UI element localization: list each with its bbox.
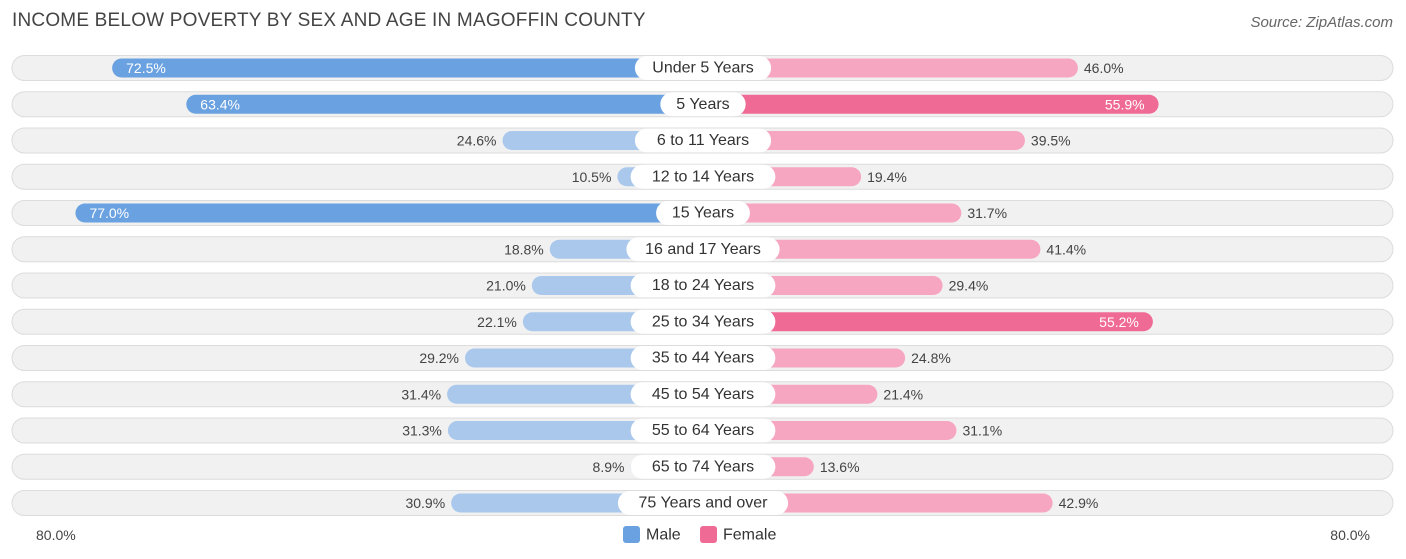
female-value-label: 31.7% bbox=[967, 205, 1007, 221]
category-pill bbox=[630, 346, 776, 370]
category-pill bbox=[630, 273, 776, 298]
category-label: 12 to 14 Years bbox=[652, 168, 754, 185]
female-bar bbox=[703, 131, 1025, 150]
bar-row bbox=[11, 55, 1394, 81]
category-pill bbox=[630, 418, 776, 443]
category-label: 6 to 11 Years bbox=[657, 132, 749, 149]
bar-row bbox=[11, 236, 1394, 263]
category-label: 45 to 54 Years bbox=[652, 386, 754, 403]
bar-row bbox=[11, 308, 1394, 335]
axis-right-label: 80.0% bbox=[1330, 527, 1370, 543]
category-label: Under 5 Years bbox=[652, 60, 753, 77]
male-bar bbox=[186, 94, 704, 114]
category-pill bbox=[630, 454, 776, 479]
category-pill bbox=[634, 128, 772, 153]
bar-row bbox=[11, 272, 1394, 299]
female-value-label: 42.9% bbox=[1059, 495, 1099, 511]
male-value-label: 24.6% bbox=[457, 133, 497, 149]
category-label: 15 Years bbox=[672, 205, 734, 222]
female-value-label: 39.5% bbox=[1031, 133, 1071, 149]
category-label: 35 to 44 Years bbox=[652, 350, 754, 367]
female-bar bbox=[703, 203, 962, 223]
category-pill bbox=[656, 201, 750, 225]
male-bar bbox=[75, 203, 703, 223]
female-value-label: 13.6% bbox=[820, 459, 860, 475]
legend-female-label: Female bbox=[723, 527, 776, 544]
category-label: 5 Years bbox=[676, 96, 729, 113]
bar-row bbox=[11, 453, 1394, 480]
bar-row bbox=[11, 381, 1394, 408]
category-pill bbox=[634, 56, 772, 80]
category-pill bbox=[630, 309, 776, 334]
female-value-label: 55.2% bbox=[1099, 314, 1139, 330]
chart-title: INCOME BELOW POVERTY BY SEX AND AGE IN M… bbox=[12, 10, 646, 31]
male-value-label: 77.0% bbox=[89, 205, 129, 221]
male-value-label: 29.2% bbox=[419, 350, 459, 366]
bar-row bbox=[11, 91, 1394, 118]
axis-left-label: 80.0% bbox=[36, 527, 76, 543]
female-value-label: 31.1% bbox=[962, 423, 1002, 439]
female-value-label: 41.4% bbox=[1046, 241, 1086, 257]
category-pill bbox=[660, 92, 746, 117]
male-bar bbox=[112, 58, 703, 78]
male-value-label: 10.5% bbox=[572, 169, 612, 185]
female-bar bbox=[703, 493, 1053, 513]
legend-female-swatch bbox=[700, 526, 717, 543]
legend-male-label: Male bbox=[646, 527, 681, 544]
category-label: 65 to 74 Years bbox=[652, 458, 754, 475]
category-pill bbox=[630, 382, 776, 407]
bar-row bbox=[11, 163, 1394, 190]
female-value-label: 21.4% bbox=[883, 386, 923, 402]
female-value-label: 19.4% bbox=[867, 169, 907, 185]
male-value-label: 63.4% bbox=[200, 96, 240, 112]
legend-male-swatch bbox=[623, 526, 640, 543]
male-value-label: 31.4% bbox=[401, 386, 441, 402]
bar-row bbox=[11, 417, 1394, 444]
female-value-label: 55.9% bbox=[1105, 96, 1145, 112]
female-bar bbox=[703, 239, 1041, 259]
category-pill bbox=[617, 491, 789, 515]
male-value-label: 31.3% bbox=[402, 423, 442, 439]
female-value-label: 29.4% bbox=[949, 278, 989, 294]
bar-row bbox=[11, 345, 1394, 371]
female-value-label: 24.8% bbox=[911, 350, 951, 366]
category-label: 16 and 17 Years bbox=[645, 241, 761, 258]
male-value-label: 18.8% bbox=[504, 241, 544, 257]
category-pill bbox=[630, 164, 776, 189]
male-value-label: 21.0% bbox=[486, 278, 526, 294]
category-label: 25 to 34 Years bbox=[652, 313, 754, 330]
category-label: 75 Years and over bbox=[639, 495, 769, 512]
source-credit: Source: ZipAtlas.com bbox=[1250, 14, 1393, 31]
bar-row bbox=[11, 490, 1394, 516]
female-bar bbox=[703, 58, 1078, 78]
category-label: 18 to 24 Years bbox=[652, 277, 754, 294]
category-pill bbox=[626, 237, 780, 262]
male-value-label: 72.5% bbox=[126, 60, 166, 76]
male-value-label: 22.1% bbox=[477, 314, 517, 330]
bar-row bbox=[11, 200, 1394, 226]
male-value-label: 8.9% bbox=[593, 459, 625, 475]
female-value-label: 46.0% bbox=[1084, 60, 1124, 76]
male-value-label: 30.9% bbox=[405, 495, 445, 511]
female-bar bbox=[703, 94, 1159, 114]
category-label: 55 to 64 Years bbox=[652, 422, 754, 439]
female-bar bbox=[703, 312, 1153, 332]
bar-row bbox=[11, 127, 1394, 154]
